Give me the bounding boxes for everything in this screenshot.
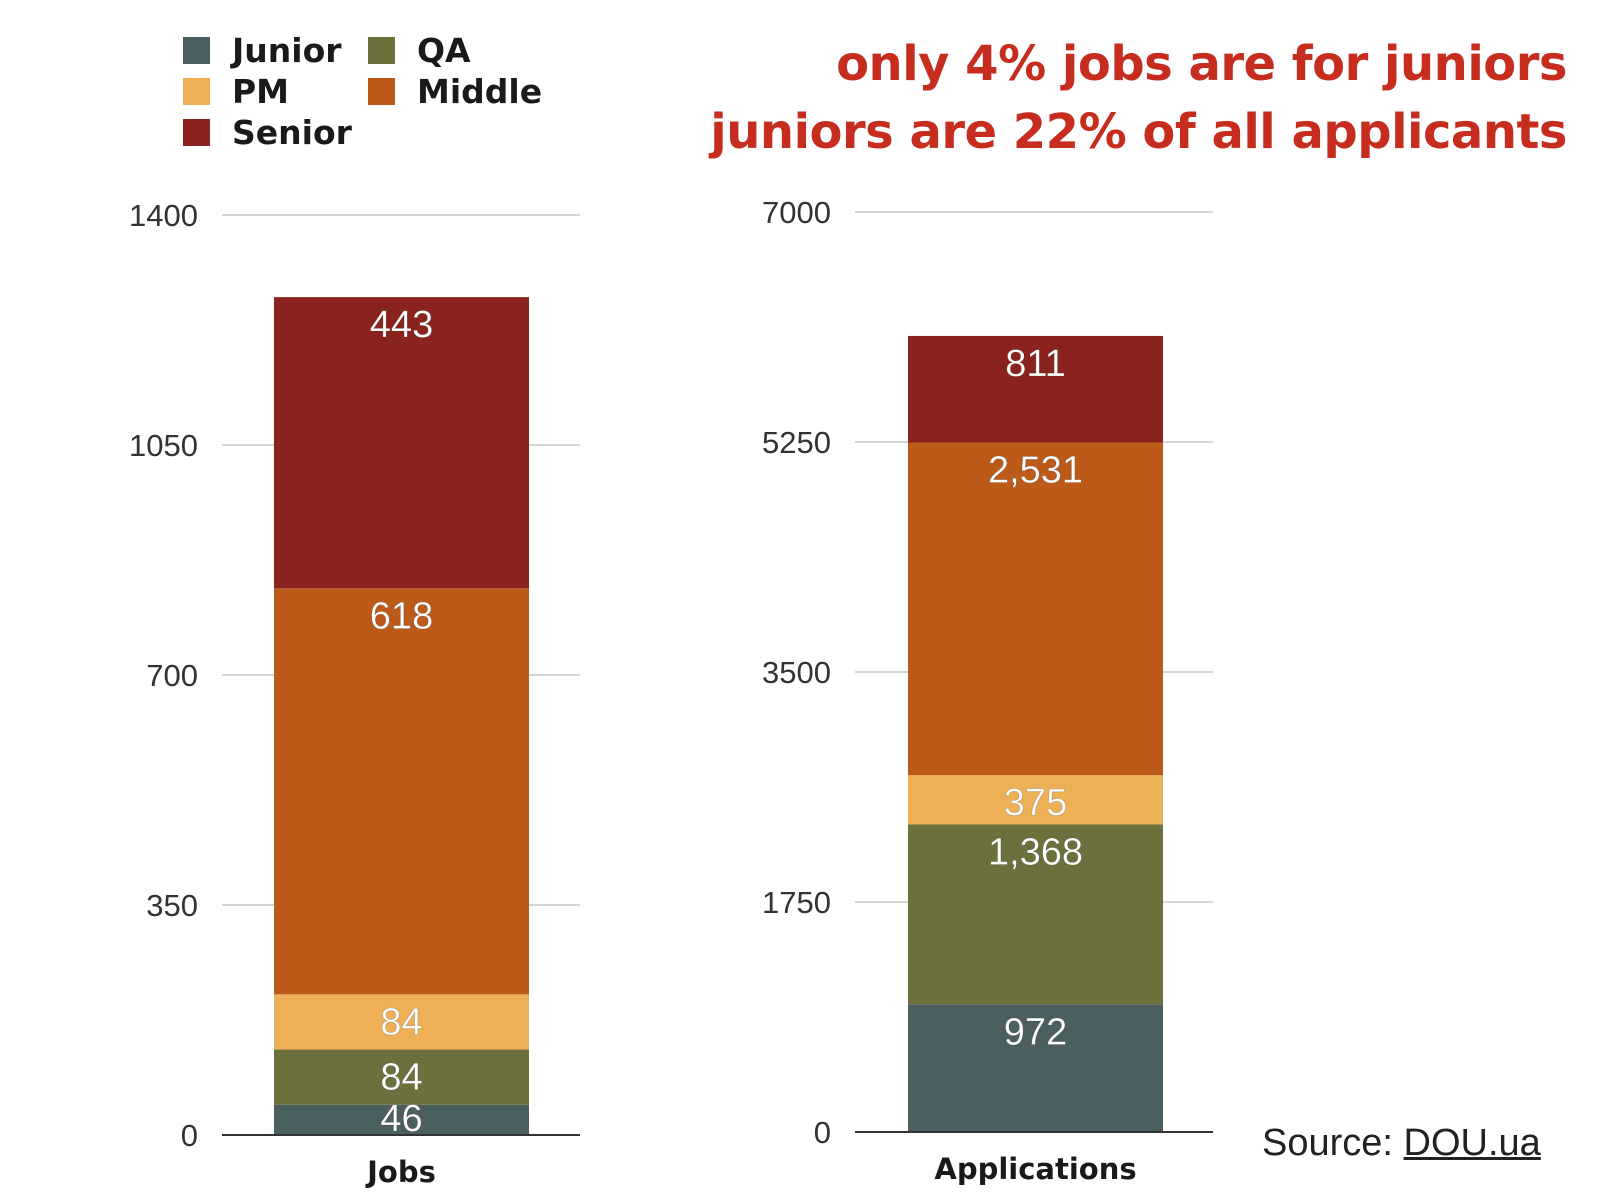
chart-applications-ytick-label: 1750 <box>762 885 831 920</box>
chart-jobs-bar-pm <box>274 994 529 1050</box>
chart-jobs-ytick-label: 700 <box>146 658 198 693</box>
chart-applications-bar-senior <box>908 335 1163 443</box>
legend-swatch-junior <box>183 36 210 64</box>
chart-applications-data-label-pm: 375 <box>1004 782 1067 824</box>
legend-swatch-senior <box>183 118 210 146</box>
chart-jobs-data-label-middle: 618 <box>370 595 433 637</box>
chart-jobs-bar-middle <box>274 588 529 995</box>
chart-applications-category-label: Applications <box>934 1152 1136 1186</box>
legend-label-pm: PM <box>232 71 290 111</box>
legend-label-middle: Middle <box>417 71 543 111</box>
legend-item-middle: Middle <box>368 71 542 111</box>
headline-line-jobs: only 4% jobs are for juniors <box>836 36 1567 92</box>
chart-applications-bar-middle <box>908 442 1163 776</box>
source-credit: Source: DOU.ua <box>1262 1122 1541 1165</box>
legend-label-junior: Junior <box>232 30 342 70</box>
legend-item-junior: Junior <box>183 30 342 70</box>
chart-applications-bar-junior <box>908 1004 1163 1132</box>
legend-item-qa: QA <box>368 30 471 70</box>
chart-jobs-data-label-senior: 443 <box>370 304 433 346</box>
chart-jobs-bar-junior <box>274 1104 529 1135</box>
chart-jobs-bar-senior <box>274 297 529 589</box>
chart-applications-ytick-label: 5250 <box>762 425 831 460</box>
legend-label-qa: QA <box>417 30 471 70</box>
legend-item-senior: Senior <box>183 112 352 152</box>
chart-jobs-data-label-junior: 46 <box>380 1098 422 1140</box>
chart-applications-ytick-label: 3500 <box>762 655 831 690</box>
headline-annotation: only 4% jobs are for juniors juniors are… <box>710 30 1567 166</box>
legend-item-pm: PM <box>183 71 289 111</box>
chart-jobs-bar-qa <box>274 1049 529 1105</box>
chart-jobs-data-label-pm: 84 <box>380 1001 422 1043</box>
legend-swatch-pm <box>183 77 210 105</box>
chart-applications-bar-qa <box>908 824 1163 1005</box>
chart-applications-ytick-label: 7000 <box>762 195 831 230</box>
chart-jobs-ytick-label: 350 <box>146 888 198 923</box>
chart-applications-data-label-junior: 972 <box>1004 1011 1067 1053</box>
legend-label-senior: Senior <box>232 112 352 152</box>
chart-jobs-category-label: Jobs <box>365 1155 436 1189</box>
chart-applications-data-label-middle: 2,531 <box>988 450 1083 492</box>
chart-applications-data-label-qa: 1,368 <box>988 831 1083 873</box>
chart-jobs-ytick-label: 0 <box>181 1118 198 1153</box>
chart-jobs-ytick-label: 1400 <box>129 198 198 233</box>
chart-legend: Junior QA PM Middle Senior <box>183 30 563 160</box>
chart-applications-data-label-senior: 811 <box>1005 343 1066 385</box>
chart-jobs-ytick-label: 1050 <box>129 428 198 463</box>
chart-applications-bar-pm <box>908 775 1163 825</box>
chart-jobs-data-label-qa: 84 <box>380 1057 422 1099</box>
source-prefix: Source: <box>1262 1122 1404 1164</box>
headline-line-applicants: juniors are 22% of all applicants <box>710 104 1567 160</box>
chart-applications-ytick-label: 0 <box>814 1115 831 1150</box>
legend-swatch-qa <box>368 36 395 64</box>
source-link[interactable]: DOU.ua <box>1403 1122 1541 1164</box>
legend-swatch-middle <box>368 77 395 105</box>
